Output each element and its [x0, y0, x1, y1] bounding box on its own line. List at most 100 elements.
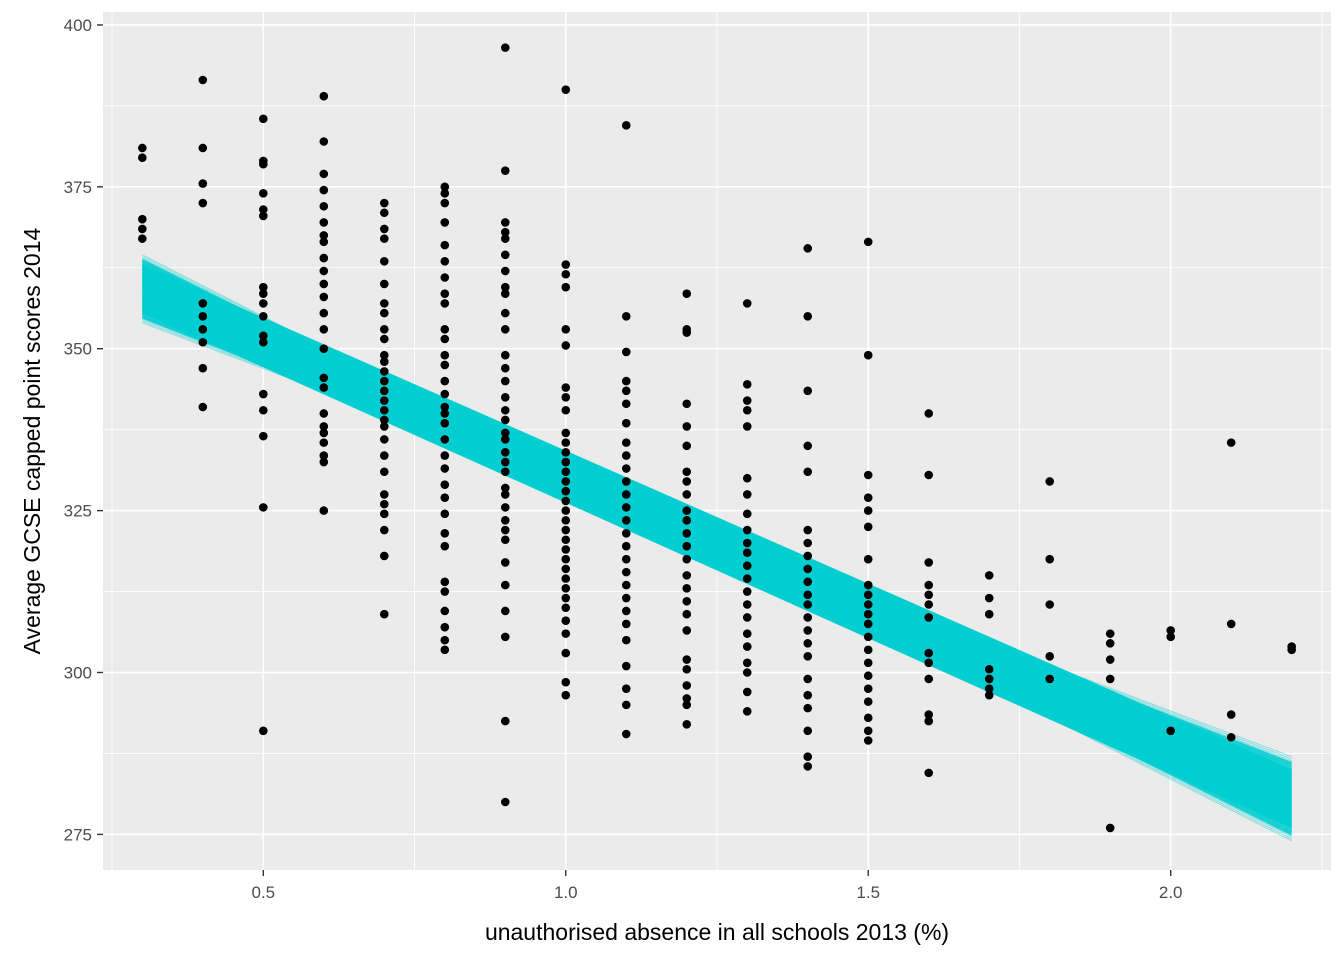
- data-point: [198, 299, 208, 308]
- data-point: [1226, 438, 1236, 447]
- data-point: [924, 648, 934, 658]
- data-point: [379, 422, 389, 431]
- data-point: [259, 289, 268, 298]
- data-point: [198, 363, 208, 373]
- data-point: [561, 506, 571, 515]
- data-point: [259, 405, 268, 415]
- data-point: [803, 441, 813, 451]
- data-point: [379, 435, 389, 444]
- data-point: [561, 341, 571, 350]
- data-point: [319, 344, 329, 354]
- data-point: [803, 752, 813, 761]
- data-point: [561, 428, 571, 438]
- data-points: [138, 43, 1296, 833]
- data-point: [561, 457, 571, 467]
- data-point: [379, 198, 389, 208]
- x-tick-label: 1.0: [554, 883, 578, 902]
- data-point: [198, 337, 208, 347]
- data-point: [259, 159, 268, 169]
- data-point: [682, 694, 692, 703]
- data-point: [1166, 726, 1175, 736]
- data-point: [500, 308, 510, 318]
- data-point: [259, 331, 268, 341]
- data-point: [440, 528, 450, 538]
- data-point: [259, 389, 268, 399]
- data-point: [621, 580, 631, 590]
- data-point: [379, 396, 389, 405]
- data-point: [1105, 655, 1115, 664]
- data-point: [259, 299, 268, 308]
- data-point: [803, 600, 813, 609]
- data-point: [682, 490, 692, 499]
- data-point: [561, 392, 571, 402]
- data-point: [319, 506, 329, 515]
- data-point: [561, 477, 571, 486]
- data-point: [742, 422, 752, 431]
- data-point: [379, 257, 389, 266]
- data-point: [621, 684, 631, 693]
- data-point: [924, 600, 934, 609]
- data-point: [440, 257, 450, 266]
- data-point: [440, 464, 450, 473]
- data-point: [984, 684, 994, 693]
- data-point: [500, 324, 510, 334]
- data-point: [1226, 710, 1236, 719]
- data-point: [924, 710, 934, 719]
- data-point: [1045, 600, 1055, 609]
- data-point: [742, 396, 752, 405]
- data-point: [561, 269, 571, 279]
- y-axis-title: Average GCSE capped point scores 2014: [19, 227, 45, 654]
- data-point: [621, 490, 631, 499]
- data-point: [440, 451, 450, 460]
- data-point: [440, 635, 450, 645]
- data-point: [259, 431, 268, 441]
- data-point: [500, 535, 510, 545]
- data-point: [682, 626, 692, 635]
- data-point: [682, 664, 692, 674]
- data-point: [682, 584, 692, 593]
- data-point: [682, 554, 692, 564]
- data-point: [379, 490, 389, 499]
- data-point: [319, 292, 329, 302]
- data-point: [259, 189, 268, 198]
- data-point: [319, 237, 329, 247]
- data-point: [319, 409, 329, 418]
- data-point: [863, 713, 873, 723]
- data-point: [621, 554, 631, 564]
- x-axis-title: unauthorised absence in all schools 2013…: [485, 919, 949, 945]
- data-point: [924, 409, 934, 418]
- data-point: [561, 282, 571, 292]
- data-point: [924, 590, 934, 600]
- data-point: [682, 720, 692, 729]
- data-point: [621, 700, 631, 710]
- regression-fit-band: [141, 254, 1293, 842]
- x-axis: 0.5 1.0 1.5 2.0: [251, 870, 1183, 902]
- data-point: [379, 324, 389, 334]
- data-point: [742, 509, 752, 519]
- data-point: [500, 428, 510, 438]
- data-point: [742, 561, 752, 570]
- data-point: [500, 580, 510, 590]
- data-point: [379, 499, 389, 509]
- data-point: [682, 289, 692, 298]
- data-point: [379, 224, 389, 234]
- data-point: [561, 535, 571, 545]
- data-point: [379, 367, 389, 376]
- data-point: [863, 580, 873, 590]
- data-point: [621, 528, 631, 538]
- data-point: [682, 596, 692, 606]
- data-point: [742, 299, 752, 308]
- data-point: [440, 289, 450, 298]
- data-point: [1045, 652, 1055, 661]
- data-point: [682, 528, 692, 538]
- data-point: [500, 467, 510, 477]
- data-point: [138, 234, 147, 243]
- data-point: [742, 380, 752, 389]
- data-point: [319, 201, 329, 211]
- data-point: [621, 386, 631, 396]
- data-point: [500, 606, 510, 616]
- data-point: [682, 467, 692, 477]
- x-tick-label: 1.5: [856, 883, 880, 902]
- data-point: [863, 658, 873, 668]
- data-point: [924, 580, 934, 590]
